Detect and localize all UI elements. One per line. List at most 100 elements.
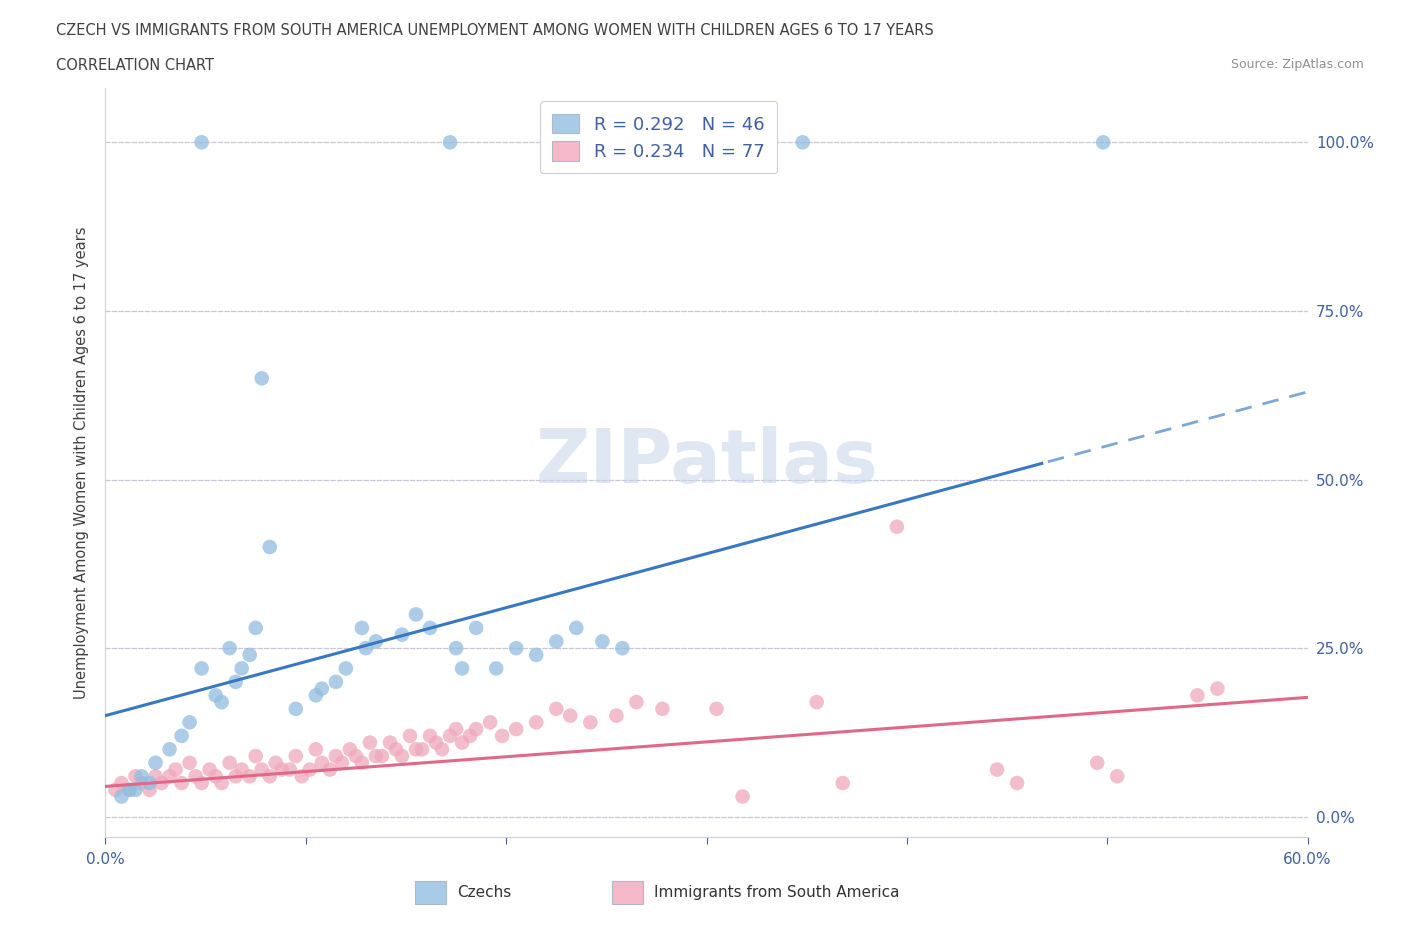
Point [505, 722, 527, 737]
Point [131, 769, 153, 784]
Point [259, 539, 281, 554]
Point [325, 749, 347, 764]
Point [190, 776, 212, 790]
Point [1085, 755, 1108, 770]
Point [298, 762, 321, 777]
Point [364, 634, 387, 649]
Point [204, 688, 226, 703]
Point [179, 755, 201, 770]
Point [211, 776, 233, 790]
Point [731, 789, 754, 804]
Point [485, 661, 508, 676]
Point [411, 742, 433, 757]
Text: ZIPatlas: ZIPatlas [536, 426, 877, 499]
Point [425, 735, 447, 750]
Point [399, 728, 422, 743]
Point [270, 762, 292, 777]
Point [524, 647, 547, 662]
Point [491, 728, 513, 743]
Point [291, 769, 314, 784]
Point [371, 749, 394, 764]
Legend: R = 0.292   N = 46, R = 0.234   N = 77: R = 0.292 N = 46, R = 0.234 N = 77 [540, 101, 778, 173]
Point [190, 135, 212, 150]
Point [104, 782, 127, 797]
Text: Immigrants from South America: Immigrants from South America [654, 884, 900, 900]
Point [419, 620, 441, 635]
Point [565, 620, 588, 635]
Point [165, 762, 187, 777]
Point [626, 695, 648, 710]
Point [245, 749, 267, 764]
Point [131, 776, 153, 790]
Point [218, 641, 240, 656]
Point [145, 769, 167, 784]
Point [264, 755, 287, 770]
Point [225, 674, 247, 689]
Point [311, 755, 333, 770]
Point [311, 681, 333, 696]
Point [350, 755, 373, 770]
Point [138, 782, 160, 797]
Point [479, 715, 502, 730]
Point [325, 674, 347, 689]
Point [118, 782, 141, 797]
Point [1206, 681, 1229, 696]
Point [110, 776, 132, 790]
Point [792, 135, 814, 150]
Point [284, 749, 307, 764]
Point [305, 688, 328, 703]
Point [560, 708, 582, 723]
Point [439, 728, 461, 743]
Point [225, 769, 247, 784]
Text: CZECH VS IMMIGRANTS FROM SOUTH AMERICA UNEMPLOYMENT AMONG WOMEN WITH CHILDREN AG: CZECH VS IMMIGRANTS FROM SOUTH AMERICA U… [56, 23, 934, 38]
Point [239, 769, 262, 784]
Point [350, 620, 373, 635]
Point [465, 620, 488, 635]
Point [439, 135, 461, 150]
Point [465, 722, 488, 737]
Point [579, 715, 602, 730]
Point [170, 776, 193, 790]
Y-axis label: Unemployment Among Women with Children Ages 6 to 17 years: Unemployment Among Women with Children A… [75, 226, 90, 699]
Point [1092, 135, 1115, 150]
Point [626, 135, 648, 150]
Point [354, 641, 377, 656]
Point [330, 755, 353, 770]
Point [451, 661, 474, 676]
Point [546, 701, 568, 716]
Point [458, 728, 481, 743]
Point [546, 634, 568, 649]
Point [591, 634, 613, 649]
Point [110, 789, 132, 804]
Point [145, 755, 167, 770]
Point [451, 735, 474, 750]
Point [159, 769, 181, 784]
Point [250, 371, 273, 386]
Point [211, 695, 233, 710]
Point [831, 776, 853, 790]
Point [505, 641, 527, 656]
Point [124, 769, 146, 784]
Point [138, 776, 160, 790]
Point [706, 701, 728, 716]
Point [218, 755, 240, 770]
Point [364, 749, 387, 764]
Point [1187, 688, 1209, 703]
Point [886, 519, 908, 534]
Point [444, 722, 467, 737]
Point [986, 762, 1008, 777]
Point [419, 728, 441, 743]
Point [239, 647, 262, 662]
Point [170, 728, 193, 743]
Point [159, 742, 181, 757]
Point [378, 735, 401, 750]
Point [344, 749, 367, 764]
Point [405, 742, 427, 757]
Point [245, 620, 267, 635]
Point [605, 708, 627, 723]
Point [391, 627, 413, 642]
Point [335, 661, 357, 676]
Point [444, 641, 467, 656]
Point [1005, 776, 1028, 790]
Point [612, 641, 634, 656]
